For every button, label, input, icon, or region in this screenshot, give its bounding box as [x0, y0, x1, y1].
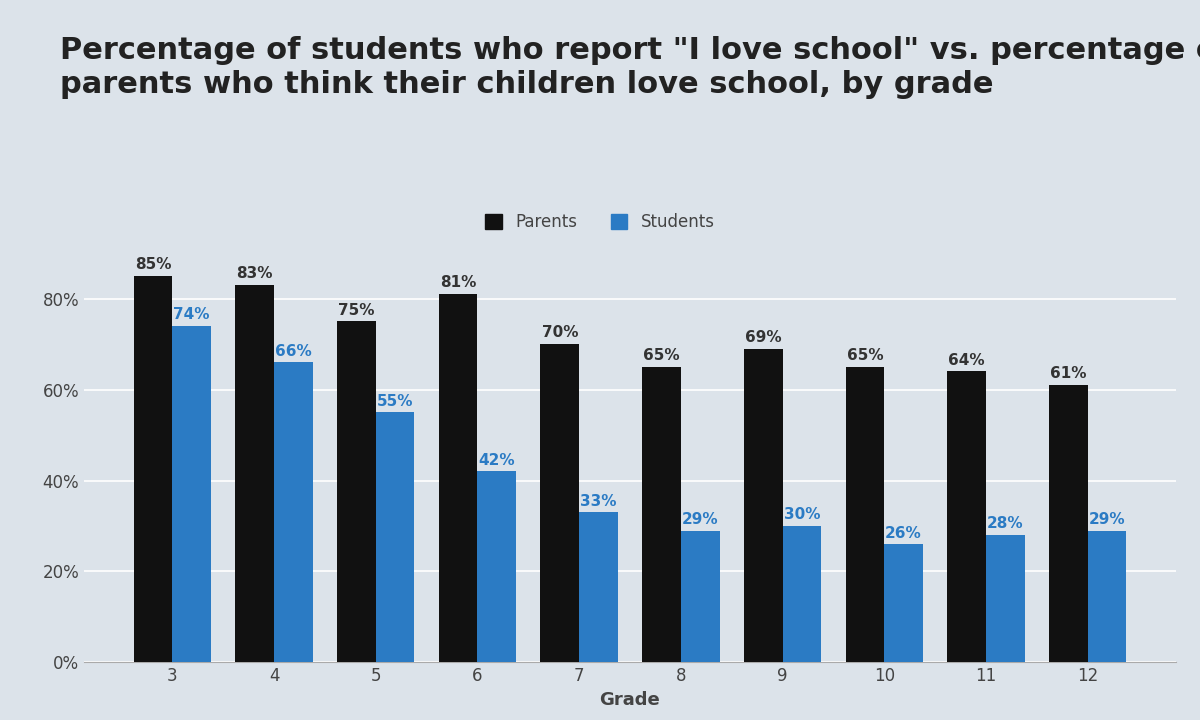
Text: 83%: 83% [236, 266, 272, 282]
Text: 70%: 70% [541, 325, 578, 341]
Text: 29%: 29% [1088, 512, 1126, 527]
Bar [782, 526, 821, 662]
Text: 61%: 61% [1050, 366, 1087, 382]
Text: 30%: 30% [784, 508, 820, 522]
Bar [947, 372, 986, 662]
Bar [274, 362, 313, 662]
Bar [439, 294, 478, 662]
Text: 65%: 65% [643, 348, 680, 363]
Text: 64%: 64% [948, 353, 985, 368]
Text: 33%: 33% [581, 494, 617, 509]
Text: 81%: 81% [440, 276, 476, 290]
Text: 85%: 85% [134, 257, 172, 272]
Text: 42%: 42% [479, 453, 515, 468]
Bar [173, 326, 211, 662]
Text: 66%: 66% [275, 343, 312, 359]
Legend: Parents, Students: Parents, Students [479, 207, 721, 238]
Bar [540, 344, 580, 662]
Text: 55%: 55% [377, 394, 413, 409]
Bar [235, 285, 274, 662]
Text: Percentage of students who report "I love school" vs. percentage of
parents who : Percentage of students who report "I lov… [60, 36, 1200, 99]
Bar [1087, 531, 1127, 662]
Bar [376, 413, 414, 662]
Bar [1049, 385, 1087, 662]
Bar [744, 348, 782, 662]
X-axis label: Grade: Grade [600, 690, 660, 708]
Bar [680, 531, 720, 662]
Text: 65%: 65% [847, 348, 883, 363]
Bar [846, 366, 884, 662]
Text: 74%: 74% [173, 307, 210, 323]
Text: 26%: 26% [886, 526, 922, 541]
Bar [337, 321, 376, 662]
Text: 28%: 28% [988, 516, 1024, 531]
Text: 75%: 75% [338, 302, 374, 318]
Text: 29%: 29% [682, 512, 719, 527]
Bar [986, 535, 1025, 662]
Bar [478, 472, 516, 662]
Bar [133, 276, 173, 662]
Bar [580, 513, 618, 662]
Text: 69%: 69% [745, 330, 781, 345]
Bar [884, 544, 923, 662]
Bar [642, 366, 680, 662]
